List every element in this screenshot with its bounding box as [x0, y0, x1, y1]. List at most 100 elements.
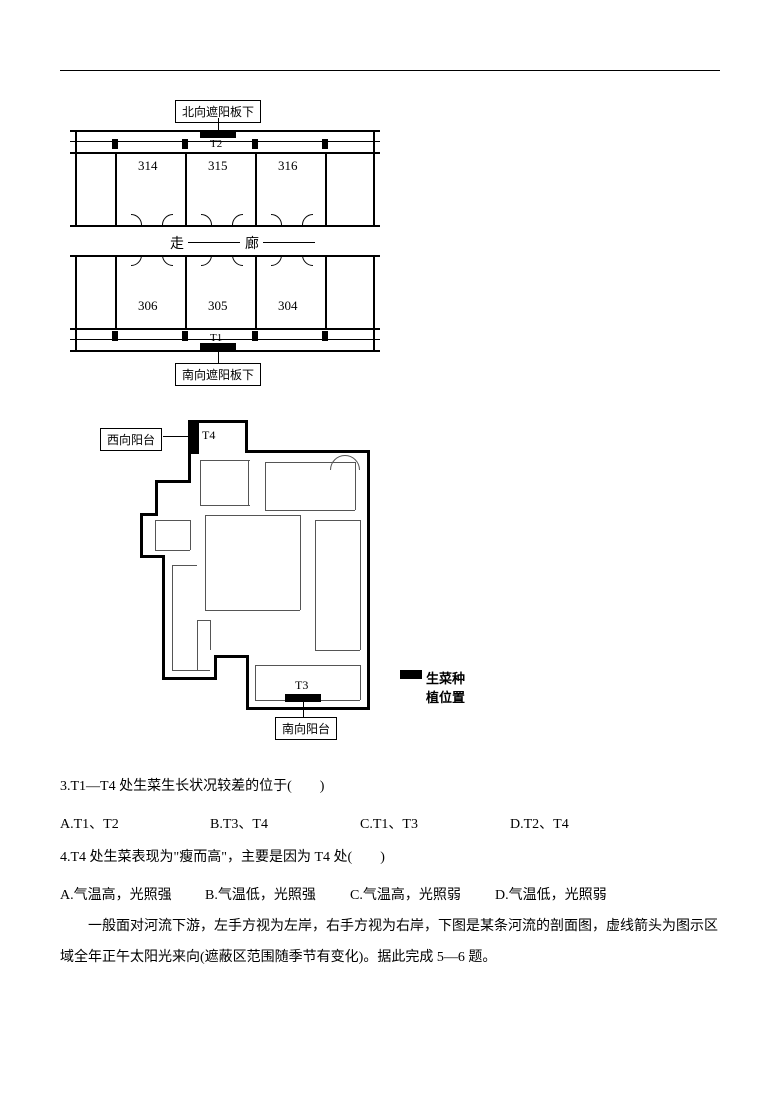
- wall: [246, 655, 249, 710]
- q3-opt-b: B.T3、T4: [210, 808, 360, 842]
- t4-label: T4: [202, 428, 215, 443]
- inner-wall: [205, 515, 300, 516]
- line: [75, 130, 77, 225]
- inner-wall: [155, 520, 156, 550]
- inner-wall: [190, 520, 191, 550]
- q3-opt-d: D.T2、T4: [510, 808, 660, 842]
- marker: [322, 139, 328, 149]
- room-314: 314: [138, 158, 158, 174]
- inner-wall: [205, 515, 206, 610]
- inner-wall: [255, 665, 256, 700]
- q4-opt-c: C.气温高，光照弱: [350, 879, 495, 913]
- inner-wall: [315, 650, 360, 651]
- inner-wall: [210, 620, 211, 650]
- room-304: 304: [278, 298, 298, 314]
- marker: [252, 331, 258, 341]
- corridor-right: 廊: [245, 233, 259, 253]
- legend-text: 生菜种植位置: [426, 668, 470, 706]
- inner-wall: [360, 520, 361, 650]
- passage-text: 一般面对河流下游，左手方视为左岸，右手方视为右岸，下图是某条河流的剖面图，虚线箭…: [60, 912, 720, 974]
- q3-opt-c: C.T1、T3: [360, 808, 510, 842]
- inner-wall: [360, 665, 361, 700]
- line: [185, 152, 187, 225]
- wall: [246, 707, 370, 710]
- q4-opt-d: D.气温低，光照弱: [495, 879, 640, 913]
- wall: [140, 513, 143, 558]
- q4-options: A.气温高，光照强 B.气温低，光照强 C.气温高，光照弱 D.气温低，光照弱: [60, 879, 720, 913]
- q3-opt-a: A.T1、T2: [60, 808, 210, 842]
- marker: [322, 331, 328, 341]
- line: [115, 152, 117, 225]
- wall: [188, 420, 191, 480]
- inner-wall: [172, 565, 173, 670]
- t3-label: T3: [295, 678, 308, 693]
- label-south-shade: 南向遮阳板下: [175, 363, 261, 386]
- wall: [162, 677, 217, 680]
- line: [325, 152, 327, 225]
- marker: [182, 331, 188, 341]
- inner-wall: [255, 665, 360, 666]
- room-316: 316: [278, 158, 298, 174]
- connector: [163, 436, 191, 437]
- t2-label: T2: [210, 138, 222, 150]
- plant-bar-t4: [191, 422, 199, 454]
- label-south-balcony: 南向阳台: [275, 717, 337, 740]
- inner-wall: [265, 510, 355, 511]
- wall: [188, 420, 248, 423]
- inner-wall: [197, 620, 198, 670]
- line: [373, 130, 375, 225]
- wall: [155, 480, 191, 483]
- line: [75, 255, 77, 350]
- marker: [182, 139, 188, 149]
- q4-opt-b: B.气温低，光照强: [205, 879, 350, 913]
- line: [255, 152, 257, 225]
- inner-wall: [300, 515, 301, 610]
- line: [70, 328, 380, 330]
- inner-wall: [155, 520, 190, 521]
- page-top-rule: [60, 70, 720, 71]
- line: [325, 255, 327, 328]
- line: [185, 255, 187, 328]
- plant-bar-t3: [285, 694, 321, 702]
- legend-swatch: [400, 670, 422, 679]
- q3-options: A.T1、T2 B.T3、T4 C.T1、T3 D.T2、T4: [60, 808, 720, 842]
- wall: [245, 420, 248, 452]
- line: [255, 255, 257, 328]
- inner-wall: [200, 505, 250, 506]
- inner-wall: [200, 460, 201, 505]
- diagram-dormitory: 北向遮阳板下 T2 314 315 316 走 廊 306 305 30: [70, 100, 380, 400]
- corridor-left: 走: [170, 233, 184, 253]
- questions-block: 3.T1—T4 处生菜生长状况较差的位于( ) A.T1、T2 B.T3、T4 …: [60, 770, 720, 974]
- line: [70, 225, 380, 227]
- line: [115, 255, 117, 328]
- inner-wall: [155, 550, 190, 551]
- connector: [303, 702, 304, 717]
- inner-wall: [205, 610, 300, 611]
- q4-opt-a: A.气温高，光照强: [60, 879, 205, 913]
- inner-wall: [248, 460, 249, 505]
- inner-wall: [172, 670, 210, 671]
- wall: [155, 480, 158, 515]
- inner-wall: [265, 462, 266, 510]
- corridor-underline: [188, 242, 240, 243]
- plant-bar-t1: [200, 343, 236, 351]
- marker: [252, 139, 258, 149]
- q4-text: 4.T4 处生菜表现为"瘦而高"，主要是因为 T4 处( ): [60, 841, 720, 875]
- inner-wall: [315, 520, 360, 521]
- corridor-underline: [263, 242, 315, 243]
- inner-wall: [200, 460, 250, 461]
- marker: [112, 139, 118, 149]
- wall: [367, 450, 370, 680]
- wall: [367, 677, 370, 710]
- room-305: 305: [208, 298, 228, 314]
- inner-wall: [197, 620, 210, 621]
- inner-wall: [315, 520, 316, 650]
- q3-text: 3.T1—T4 处生菜生长状况较差的位于( ): [60, 770, 720, 804]
- connector: [218, 351, 219, 363]
- wall: [245, 450, 370, 453]
- marker: [112, 331, 118, 341]
- wall: [214, 655, 249, 658]
- wall: [162, 555, 165, 680]
- room-315: 315: [208, 158, 228, 174]
- label-west-balcony: 西向阳台: [100, 428, 162, 451]
